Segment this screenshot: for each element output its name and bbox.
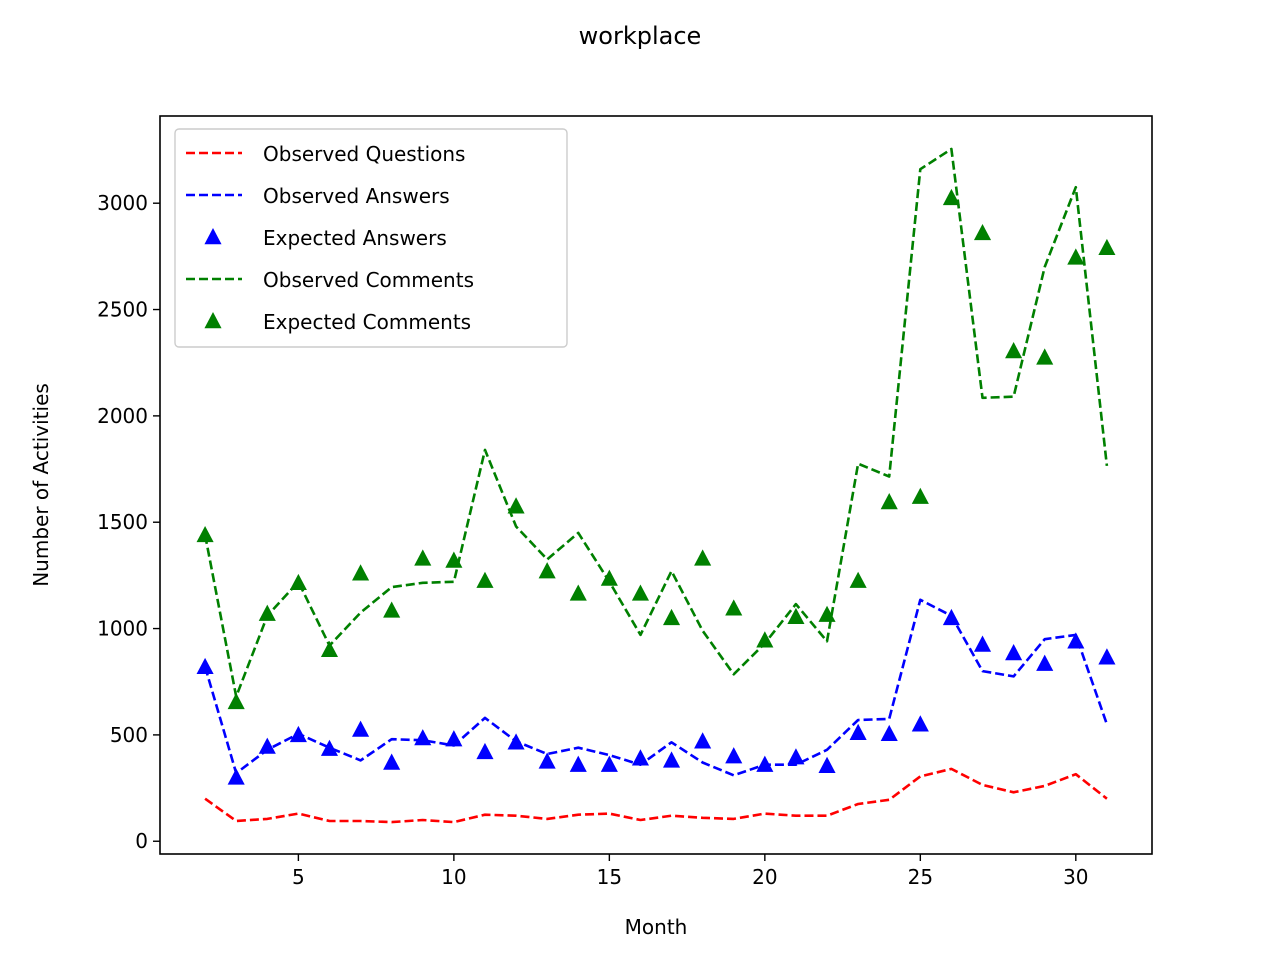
- marker-expected-answers: [258, 737, 276, 754]
- marker-expected-answers: [289, 725, 307, 743]
- y-tick-label: 1500: [97, 510, 148, 534]
- marker-expected-answers: [818, 756, 836, 773]
- marker-expected-answers: [973, 635, 992, 652]
- legend: Observed Questions Observed Answers Expect…: [174, 128, 568, 348]
- marker-expected-comments: [662, 608, 681, 626]
- marker-expected-comments: [787, 607, 805, 625]
- marker-expected-comments: [973, 223, 992, 241]
- marker-expected-comments: [538, 562, 556, 579]
- marker-expected-answers: [694, 732, 712, 749]
- y-axis-label: Number of Activities: [29, 383, 53, 587]
- marker-expected-answers: [662, 751, 681, 768]
- marker-expected-comments: [818, 605, 836, 622]
- marker-expected-comments: [1098, 238, 1116, 256]
- marker-expected-comments: [414, 549, 432, 566]
- marker-expected-comments: [352, 564, 370, 581]
- marker-expected-comments: [196, 525, 214, 543]
- chart-title: workplace: [579, 22, 702, 50]
- marker-expected-answers: [1067, 632, 1085, 649]
- marker-expected-comments: [320, 640, 339, 658]
- marker-expected-answers: [631, 749, 650, 766]
- marker-expected-answers: [569, 755, 587, 772]
- legend-swatch-expected-answers: [204, 228, 222, 245]
- marker-expected-comments: [694, 549, 712, 566]
- y-tick-label: 2500: [97, 298, 148, 322]
- marker-expected-comments: [476, 571, 494, 588]
- y-tick-label: 1000: [97, 617, 148, 641]
- y-tick-label: 3000: [97, 191, 148, 215]
- marker-expected-answers: [414, 729, 432, 746]
- marker-expected-answers: [1005, 644, 1023, 661]
- marker-expected-answers: [1098, 648, 1116, 665]
- marker-expected-answers: [538, 752, 556, 769]
- marker-expected-answers: [445, 730, 463, 747]
- y-tick-label: 2000: [97, 404, 148, 428]
- marker-expected-answers: [942, 608, 960, 626]
- marker-expected-answers: [1036, 654, 1054, 671]
- marker-expected-answers: [196, 657, 214, 675]
- marker-expected-answers: [787, 748, 805, 765]
- marker-expected-comments: [507, 497, 525, 514]
- marker-expected-comments: [631, 584, 650, 601]
- marker-expected-comments: [227, 692, 245, 710]
- marker-expected-answers: [383, 753, 401, 770]
- series-line-observed-questions: [204, 767, 1108, 824]
- marker-expected-comments: [289, 573, 307, 591]
- plot-data: [196, 147, 1116, 824]
- marker-expected-answers: [507, 733, 525, 750]
- marker-expected-comments: [1036, 348, 1054, 365]
- y-tick-label: 500: [110, 723, 148, 747]
- marker-expected-comments: [942, 188, 960, 206]
- marker-expected-comments: [569, 584, 587, 601]
- marker-expected-comments: [383, 601, 401, 618]
- y-tick-label: 0: [135, 829, 148, 853]
- marker-expected-comments: [1067, 248, 1085, 265]
- series-line-observed-comments: [203, 147, 1109, 698]
- legend-label-observed-comments: Observed Comments: [263, 268, 474, 292]
- marker-expected-answers: [756, 755, 774, 772]
- legend-label-observed-answers: Observed Answers: [263, 184, 450, 208]
- marker-expected-answers: [911, 715, 929, 732]
- marker-expected-answers: [476, 742, 494, 760]
- marker-expected-comments: [880, 493, 898, 510]
- x-tick-label: 30: [1063, 865, 1088, 889]
- x-axis-label: Month: [625, 915, 688, 939]
- marker-expected-comments: [1005, 342, 1023, 359]
- marker-expected-answers: [600, 755, 618, 772]
- marker-expected-answers: [227, 768, 245, 785]
- legend-label-expected-comments: Expected Comments: [263, 310, 471, 334]
- marker-expected-answers: [320, 739, 339, 756]
- marker-expected-comments: [445, 551, 463, 568]
- marker-expected-answers: [849, 723, 867, 740]
- series-line-observed-answers: [203, 598, 1109, 777]
- legend-label-expected-answers: Expected Answers: [263, 226, 447, 250]
- legend-label-observed-questions: Observed Questions: [263, 142, 465, 166]
- marker-expected-comments: [258, 604, 276, 621]
- x-tick-label: 20: [752, 865, 777, 889]
- legend-box: [174, 128, 568, 348]
- marker-expected-comments: [911, 487, 929, 504]
- marker-expected-answers: [352, 720, 370, 737]
- legend-swatch-expected-comments: [204, 312, 222, 329]
- axes: 5 10 15 20 25 30 0 500 1000 1500 2000 2500 3000: [97, 191, 1088, 889]
- marker-expected-answers: [725, 747, 743, 764]
- plot-frame: [159, 115, 1153, 855]
- marker-expected-comments: [849, 571, 867, 588]
- marker-expected-comments: [600, 569, 618, 586]
- marker-expected-comments: [756, 631, 774, 648]
- marker-expected-answers: [880, 724, 898, 742]
- x-tick-label: 5: [292, 865, 305, 889]
- x-tick-label: 10: [441, 865, 466, 889]
- marker-expected-comments: [725, 599, 743, 616]
- x-tick-label: 25: [908, 865, 933, 889]
- x-tick-label: 15: [597, 865, 622, 889]
